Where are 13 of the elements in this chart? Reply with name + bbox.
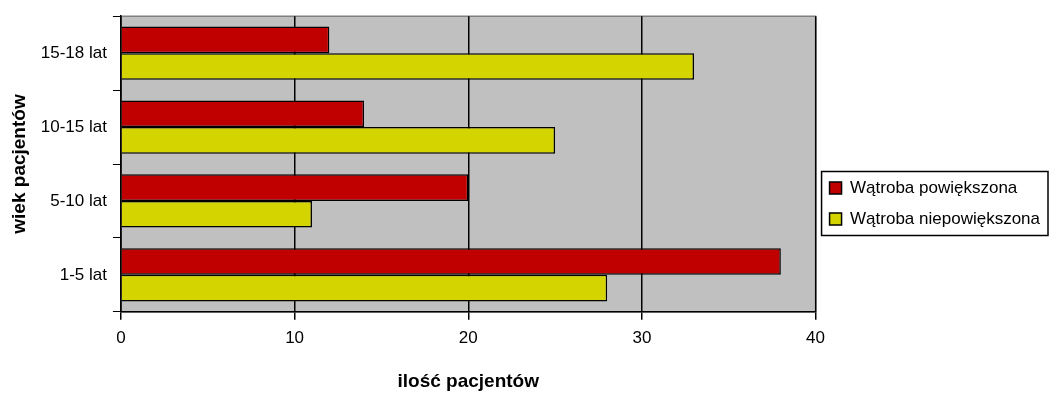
- y-tick-label: 15-18 lat: [40, 42, 108, 62]
- x-tick-label: 20: [458, 327, 478, 347]
- x-tick-label: 0: [116, 327, 126, 347]
- x-axis-title: ilość pacjentów: [397, 369, 540, 391]
- legend-label: Wątroba powiększona: [850, 177, 1018, 197]
- y-axis-title: wiek pacjentów: [7, 94, 29, 235]
- y-tick-label: 5-10 lat: [50, 190, 108, 210]
- y-tick-label: 10-15 lat: [40, 116, 108, 136]
- x-tick-label: 30: [632, 327, 652, 347]
- x-tick-label: 40: [806, 327, 826, 347]
- y-tick-label: 1-5 lat: [59, 264, 108, 284]
- legend-label: Wątroba niepowiększona: [850, 208, 1041, 228]
- x-tick-label: 10: [285, 327, 305, 347]
